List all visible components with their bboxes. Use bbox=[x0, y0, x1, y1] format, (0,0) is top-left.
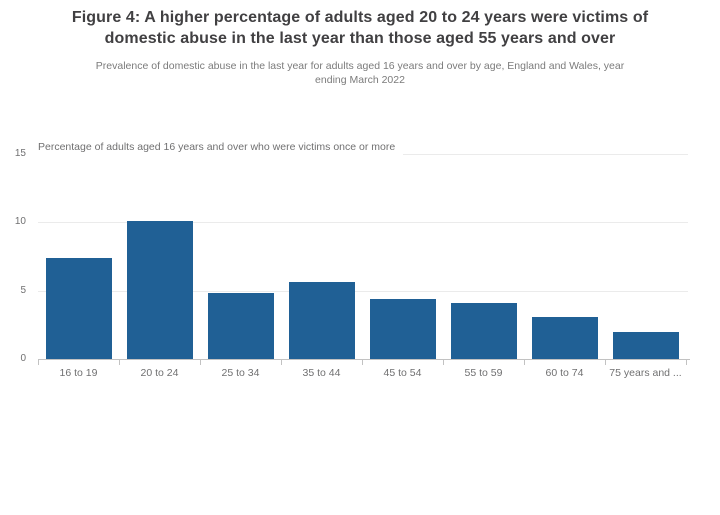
x-axis-label-35-to-44: 35 to 44 bbox=[302, 367, 341, 379]
y-axis-tick-label-0: 0 bbox=[20, 353, 26, 364]
figure-title-line-1: Figure 4: A higher percentage of adults … bbox=[71, 9, 649, 26]
figure-subtitle-line-1: Prevalence of domestic abuse in the last… bbox=[95, 60, 625, 72]
gridline-5 bbox=[38, 291, 688, 292]
x-axis-label-45-to-54: 45 to 54 bbox=[383, 367, 422, 379]
bar-25-to-34 bbox=[208, 293, 274, 359]
y-axis-tick-label-10: 10 bbox=[14, 216, 26, 227]
x-axis-tick bbox=[362, 359, 363, 365]
figure-subtitle: Prevalence of domestic abuse in the last… bbox=[0, 60, 720, 87]
bar-60-to-74 bbox=[532, 317, 598, 359]
x-axis-tick bbox=[524, 359, 525, 365]
bar-20-to-24 bbox=[127, 221, 193, 359]
figure-subtitle-line-2: ending March 2022 bbox=[315, 73, 405, 86]
bar-75-years-and bbox=[613, 332, 679, 359]
x-axis-label-60-to-74: 60 to 74 bbox=[545, 367, 584, 379]
bar-45-to-54 bbox=[370, 299, 436, 359]
x-axis-tick bbox=[605, 359, 606, 365]
x-axis-label-16-to-19: 16 to 19 bbox=[59, 367, 98, 379]
x-axis-tick bbox=[119, 359, 120, 365]
figure-title: Figure 4: A higher percentage of adults … bbox=[0, 7, 720, 49]
bar-35-to-44 bbox=[289, 282, 355, 359]
gridline-10 bbox=[38, 222, 688, 223]
x-axis-label-75-years-and: 75 years and ... bbox=[609, 367, 682, 379]
x-axis-tick bbox=[200, 359, 201, 365]
x-axis-label-25-to-34: 25 to 34 bbox=[221, 367, 260, 379]
x-axis-tick bbox=[443, 359, 444, 365]
y-axis-unit-label: Percentage of adults aged 16 years and o… bbox=[38, 141, 404, 155]
x-axis-label-20-to-24: 20 to 24 bbox=[140, 367, 179, 379]
x-axis-tick bbox=[281, 359, 282, 365]
bar-55-to-59 bbox=[451, 303, 517, 359]
x-axis-label-55-to-59: 55 to 59 bbox=[464, 367, 503, 379]
y-axis-tick-label-5: 5 bbox=[20, 285, 26, 296]
bar-16-to-19 bbox=[46, 258, 112, 359]
figure-title-line-2: domestic abuse in the last year than tho… bbox=[104, 30, 616, 47]
x-axis-tick bbox=[38, 359, 39, 365]
x-axis-baseline bbox=[38, 359, 690, 360]
x-axis-tick bbox=[686, 359, 687, 365]
y-axis-tick-label-15: 15 bbox=[14, 148, 26, 159]
